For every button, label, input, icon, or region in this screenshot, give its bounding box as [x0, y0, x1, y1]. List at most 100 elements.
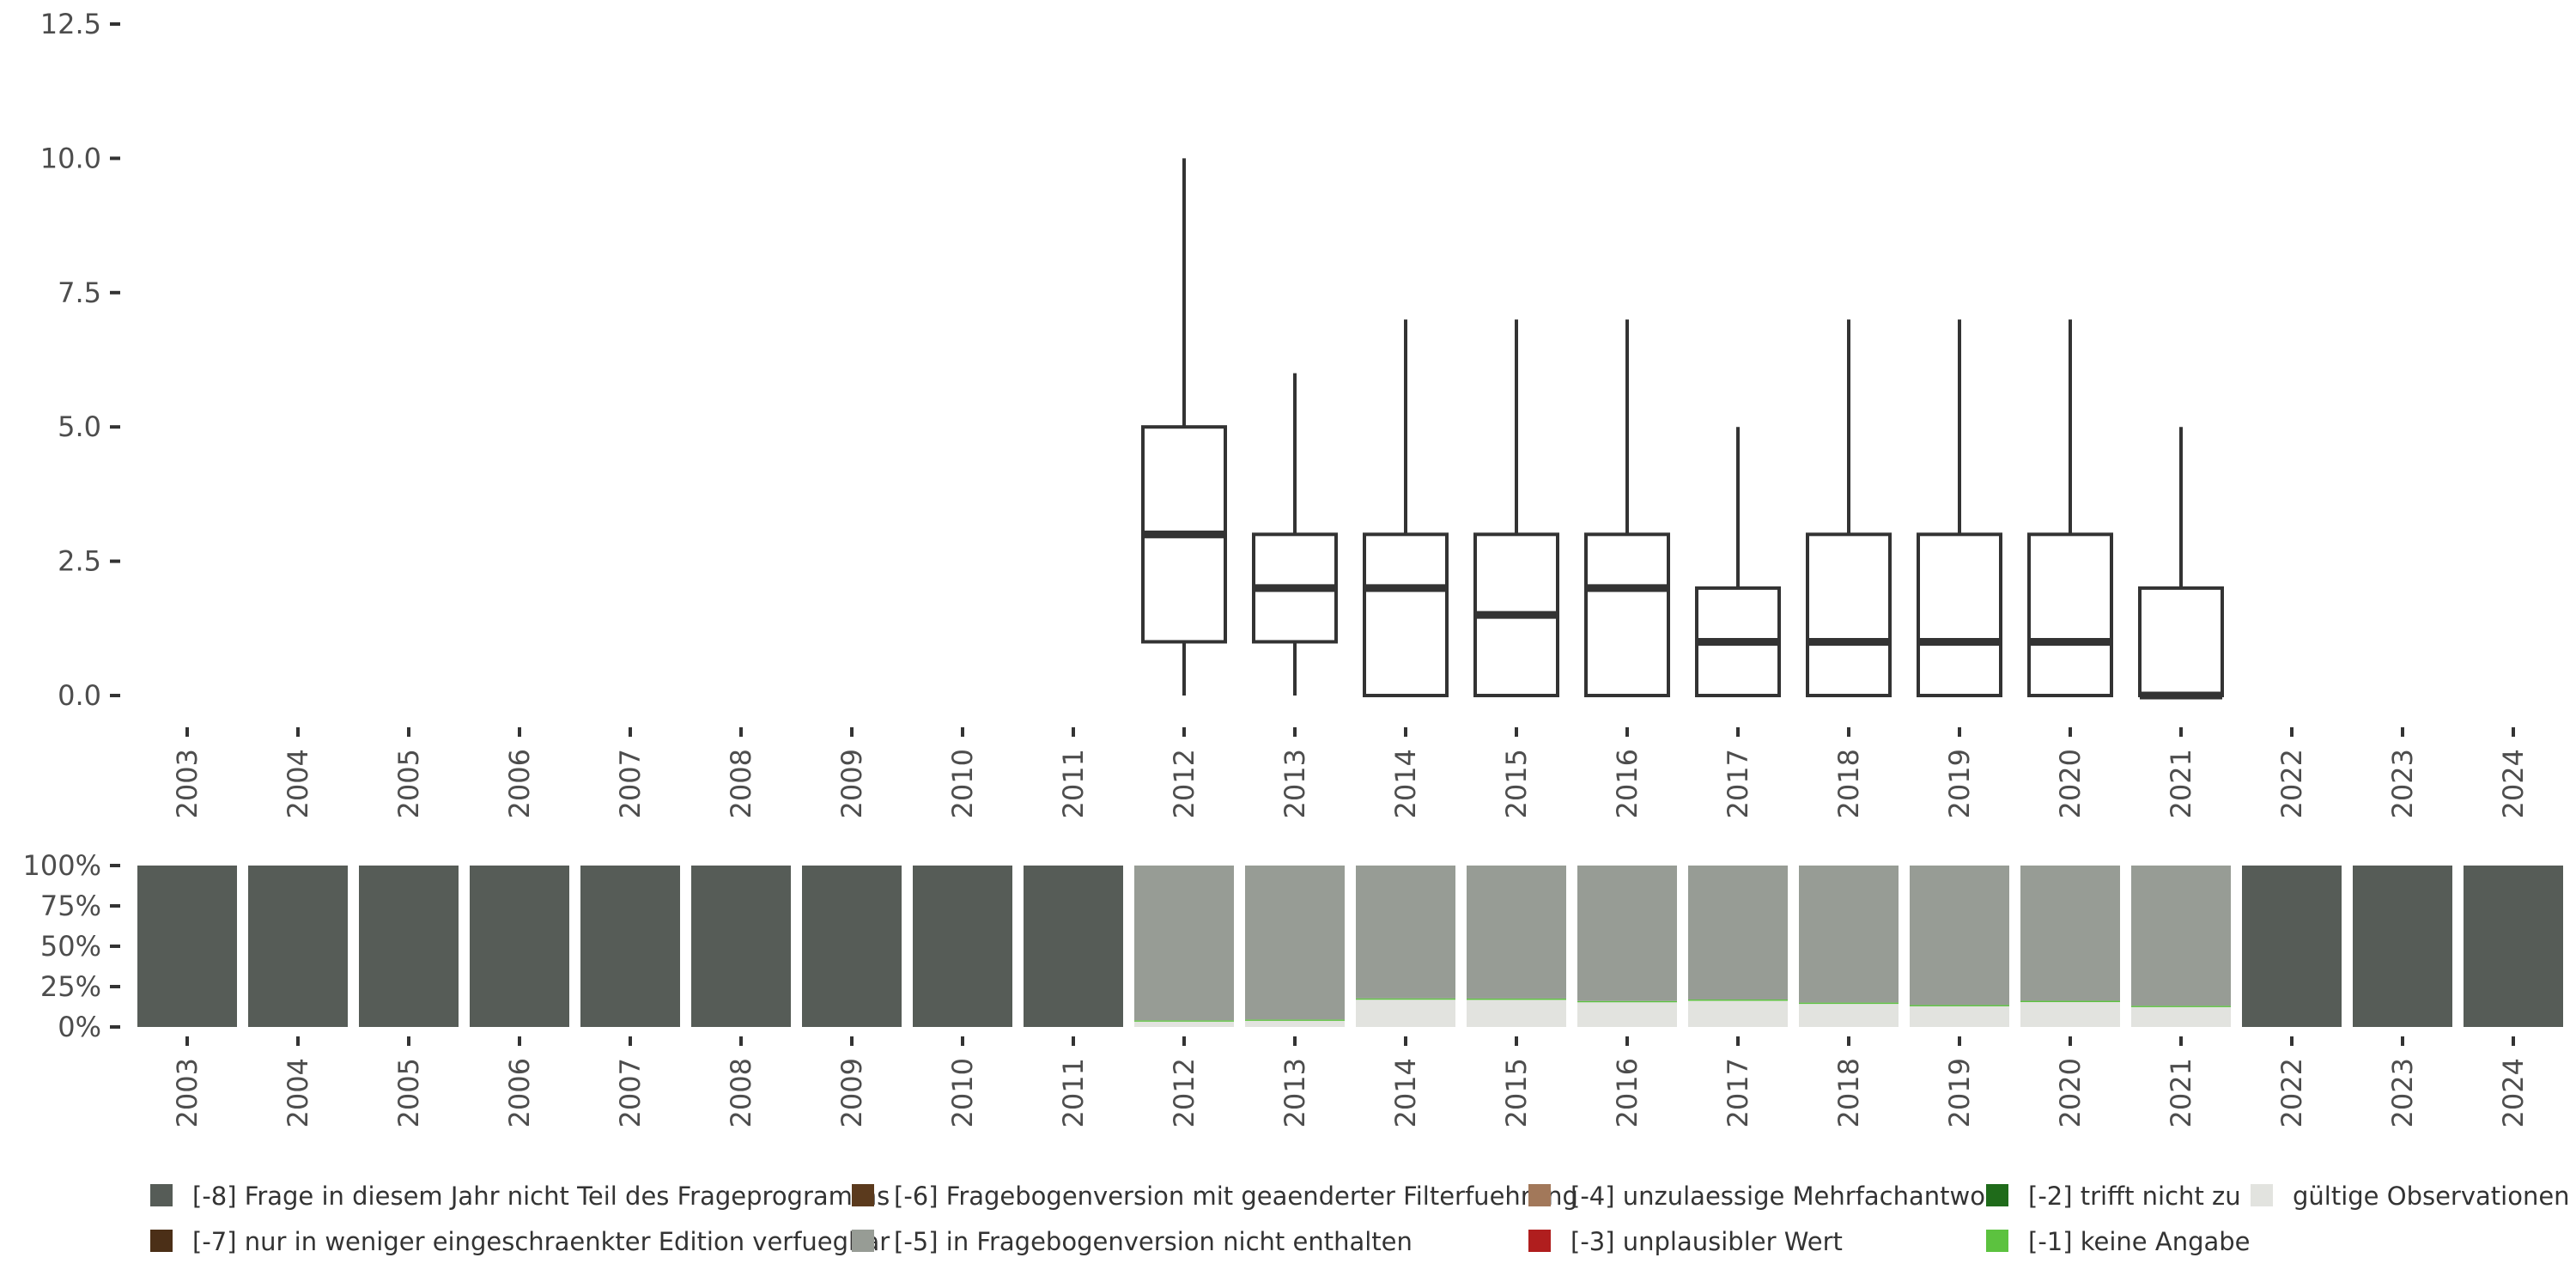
legend-swatch: [852, 1184, 874, 1206]
box-iqr: [1363, 532, 1449, 697]
x-tick-label: 2015: [1500, 749, 1533, 818]
x-tick-label: 2018: [1832, 749, 1865, 818]
bar-segment-2015: [1467, 999, 1566, 1027]
bar-segment-2018: [1799, 1002, 1899, 1005]
box-2012: [1141, 158, 1227, 696]
x-tick-label: 2015: [1500, 1058, 1533, 1127]
box-2017: [1695, 427, 1781, 698]
legend-item: [-3] unplausibler Wert: [1528, 1227, 1843, 1256]
bar-segment-2015: [1467, 866, 1566, 999]
legend-label: [-8] Frage in diesem Jahr nicht Teil des…: [192, 1182, 890, 1211]
legend-label: [-7] nur in weniger eingeschraenkter Edi…: [192, 1227, 890, 1256]
bar-segment-2016: [1577, 1001, 1677, 1027]
box-2014: [1363, 319, 1449, 697]
bar-segment-2015: [1467, 998, 1566, 1000]
bar-segment-2022: [2242, 866, 2342, 1027]
bar-segment-2013: [1245, 1020, 1345, 1027]
box-iqr: [1917, 532, 2002, 697]
legend-item: gültige Observationen: [2251, 1182, 2570, 1211]
x-tick-label: 2006: [503, 1058, 536, 1127]
legend-label: [-6] Fragebogenversion mit geaenderter F…: [894, 1182, 1578, 1211]
legend-label: [-3] unplausibler Wert: [1571, 1227, 1843, 1256]
bar-segment-2004: [248, 866, 348, 1027]
x-tick-label: 2020: [2054, 1058, 2087, 1127]
y-tick-label: 5.0: [58, 410, 101, 443]
bar-segment-2019: [1910, 1005, 2009, 1006]
bar-segment-2018: [1799, 1003, 1899, 1027]
bar-segment-2016: [1577, 1000, 1677, 1003]
x-tick-label: 2017: [1722, 1058, 1754, 1127]
x-tick-label: 2003: [171, 1058, 204, 1127]
bar-segment-2017: [1688, 999, 1788, 1001]
bar-segment-2021: [2131, 1006, 2231, 1027]
box-2015: [1473, 319, 1559, 697]
bar-segment-2008: [691, 866, 791, 1027]
x-tick-label: 2009: [835, 749, 868, 818]
legend-swatch: [1986, 1230, 2008, 1252]
x-tick-label: 2017: [1722, 749, 1754, 818]
bar-segment-2013: [1245, 866, 1345, 1020]
legend-label: [-4] unzulaessige Mehrfachantwort: [1571, 1182, 2005, 1211]
bar-segment-2020: [2020, 866, 2120, 1001]
x-tick-label: 2010: [946, 749, 979, 818]
y-tick-label: 50%: [40, 930, 101, 963]
x-tick-label: 2004: [282, 1058, 314, 1127]
stacked-bar-panel: 0% 25% 50% 75% 100% 2003 2004 2005 2006 2007 2008 2…: [23, 849, 2563, 1127]
x-tick-label: 2021: [2165, 749, 2197, 818]
x-tick-label: 2010: [946, 1058, 979, 1127]
x-tick-label: 2021: [2165, 1058, 2197, 1127]
bar-segment-2019: [1910, 866, 2009, 1005]
x-tick-label: 2016: [1611, 1058, 1643, 1127]
x-tick-label: 2003: [171, 749, 204, 818]
x-tick-label: 2008: [725, 1058, 757, 1127]
bar-segment-2019: [1910, 1005, 2009, 1027]
legend-swatch: [150, 1184, 173, 1206]
y-tick-label: 25%: [40, 970, 101, 1003]
x-tick-label: 2013: [1279, 749, 1311, 818]
x-tick-label: 2014: [1389, 749, 1422, 818]
legend-item: [-7] nur in weniger eingeschraenkter Edi…: [150, 1227, 890, 1256]
legend-item: [-1] keine Angabe: [1986, 1227, 2251, 1256]
bar-segment-2021: [2131, 1005, 2231, 1007]
x-tick-label: 2024: [2497, 1058, 2530, 1127]
legend-label: [-5] in Fragebogenversion nicht enthalte…: [894, 1227, 1413, 1256]
legend-item: [-6] Fragebogenversion mit geaenderter F…: [852, 1182, 1578, 1211]
bar-segment-2014: [1356, 998, 1455, 1000]
x-tick-label: 2004: [282, 749, 314, 818]
legend-label: [-1] keine Angabe: [2028, 1227, 2251, 1256]
x-tick-label: 2024: [2497, 749, 2530, 818]
bar-segment-2005: [359, 866, 459, 1027]
bar-segment-2012: [1134, 866, 1234, 1021]
y-tick-label: 0.0: [58, 679, 101, 712]
legend-swatch: [1528, 1184, 1551, 1206]
legend: [-8] Frage in diesem Jahr nicht Teil des…: [150, 1182, 2570, 1256]
bar-segment-2021: [2131, 866, 2231, 1006]
bar-segment-2016: [1577, 866, 1677, 1001]
legend-swatch: [1528, 1230, 1551, 1252]
legend-label: [-2] trifft nicht zu: [2028, 1182, 2241, 1211]
bar-segment-2011: [1024, 866, 1123, 1027]
bar-segment-2018: [1799, 866, 1899, 1003]
x-tick-label: 2013: [1279, 1058, 1311, 1127]
bar-segment-2020: [2020, 1001, 2120, 1027]
x-tick-label: 2008: [725, 749, 757, 818]
x-tick-label: 2005: [392, 749, 425, 818]
bar-segment-2007: [580, 866, 680, 1027]
x-tick-label: 2012: [1168, 1058, 1200, 1127]
legend-swatch: [150, 1230, 173, 1252]
bar-segment-2013: [1245, 1019, 1345, 1021]
x-tick-label: 2016: [1611, 749, 1643, 818]
x-tick-label: 2022: [2275, 1058, 2308, 1127]
x-tick-label: 2009: [835, 1058, 868, 1127]
boxplot-panel: 0.0 2.5 5.0 7.5 10.0 12.5 2003 2004 2005 2006 2007…: [40, 8, 2530, 818]
x-tick-label: 2018: [1832, 1058, 1865, 1127]
y-tick-label: 10.0: [40, 142, 101, 174]
x-tick-label: 2014: [1389, 1058, 1422, 1127]
y-tick-label: 2.5: [58, 545, 101, 578]
x-tick-label: 2005: [392, 1058, 425, 1127]
x-tick-label: 2023: [2386, 1058, 2419, 1127]
bar-segment-2003: [137, 866, 237, 1027]
box-2013: [1252, 373, 1338, 696]
legend-item: [-2] trifft nicht zu: [1986, 1182, 2241, 1211]
